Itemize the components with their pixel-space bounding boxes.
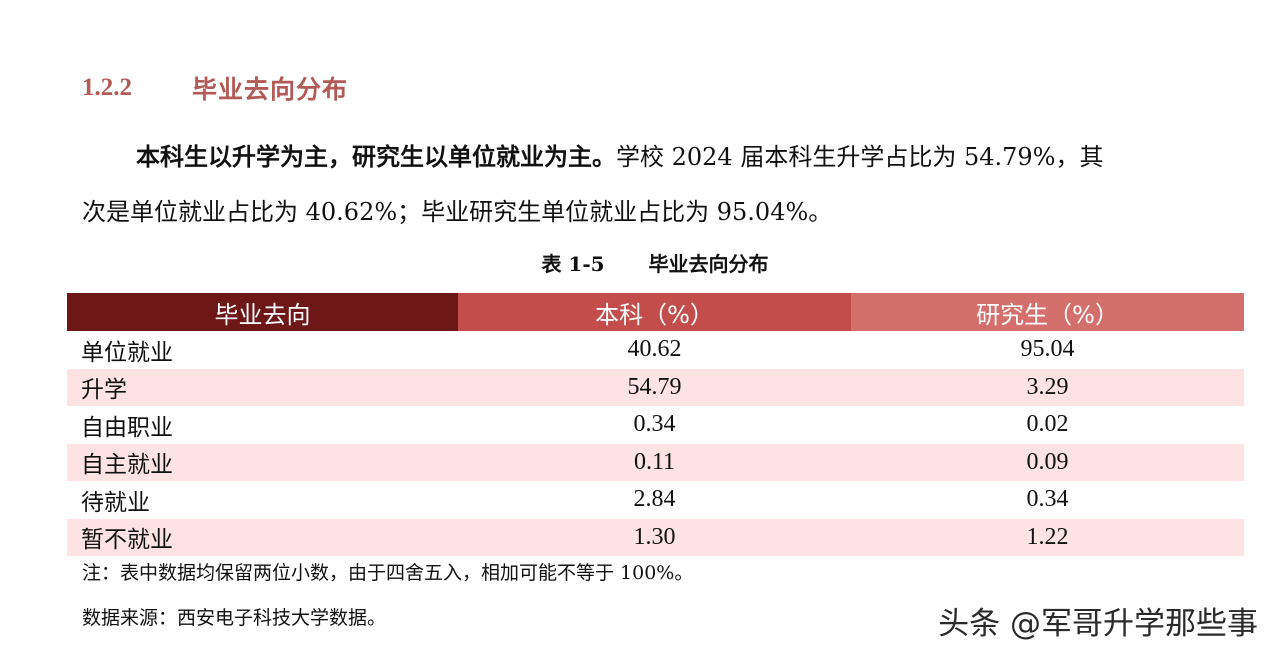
row-graduate-value: 1.22 [851,518,1244,556]
row-undergrad-value: 54.79 [458,368,851,406]
table-caption: 表 1-5 毕业去向分布 [0,248,1278,277]
header-undergrad: 本科（%） [458,293,851,331]
row-graduate-value: 95.04 [1020,336,1075,363]
data-source: 数据来源：西安电子科技大学数据。 [82,607,387,629]
row-category: 自主就业 [67,443,458,481]
row-undergrad-value: 0.11 [458,443,851,481]
row-graduate-value: 0.09 [851,443,1244,481]
row-undergrad-value: 40.62 [627,336,682,363]
table-row: 单位就业 40.62 95.04 [67,331,1244,369]
table-caption-number: 表 1-5 [541,252,605,276]
summary-paragraph-line1: 本科生以升学为主，研究生以单位就业为主。学校 2024 届本科生升学占比为 54… [82,142,1232,172]
section-heading: 1.2.2 毕业去向分布 [82,68,348,108]
row-graduate-value: 0.02 [1026,411,1069,438]
watermark: 头条 @军哥升学那些事 [938,606,1258,642]
row-undergrad-value: 0.34 [633,411,676,438]
table-row: 自主就业 0.11 0.09 [67,443,1244,481]
row-graduate-value: 0.34 [1026,486,1069,513]
row-category: 自由职业 [81,414,173,441]
section-title: 毕业去向分布 [192,75,349,104]
row-category: 单位就业 [81,339,173,366]
row-undergrad-value: 1.30 [458,518,851,556]
destination-table: 毕业去向 本科（%） 研究生（%） 单位就业 40.62 95.04 升学 54… [67,293,1244,556]
summary-bold-lead: 本科生以升学为主，研究生以单位就业为主。 [136,142,616,171]
table-caption-title: 毕业去向分布 [648,252,769,276]
table-header-row: 毕业去向 本科（%） 研究生（%） [67,293,1244,331]
row-category: 升学 [67,368,458,406]
table-row: 待就业 2.84 0.34 [67,481,1244,519]
table-note: 注：表中数据均保留两位小数，由于四舍五入，相加可能不等于 100%。 [82,562,694,584]
section-number: 1.2.2 [82,74,132,101]
summary-paragraph-line2: 次是单位就业占比为 40.62%；毕业研究生单位就业占比为 95.04%。 [82,198,833,226]
header-graduate: 研究生（%） [851,293,1244,331]
table-row: 暂不就业 1.30 1.22 [67,518,1244,556]
row-undergrad-value: 2.84 [633,486,676,513]
table-row: 升学 54.79 3.29 [67,368,1244,406]
row-category: 暂不就业 [67,518,458,556]
row-category: 待就业 [81,489,150,516]
summary-line1-text: 学校 2024 届本科生升学占比为 54.79%，其 [616,143,1104,171]
row-graduate-value: 3.29 [851,368,1244,406]
table-row: 自由职业 0.34 0.02 [67,406,1244,444]
header-destination: 毕业去向 [67,293,458,331]
